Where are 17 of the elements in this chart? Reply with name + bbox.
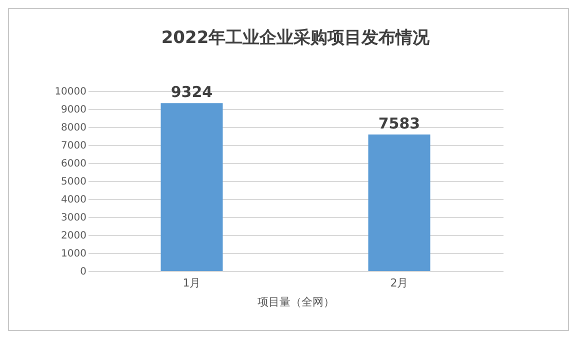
y-tick-label: 9000: [61, 104, 86, 116]
data-label: 7583: [378, 114, 420, 133]
y-tick-label: 1000: [61, 248, 86, 260]
y-tick-label: 5000: [61, 176, 86, 188]
x-tick-label: 2月: [390, 276, 408, 290]
y-tick-label: 8000: [61, 122, 86, 134]
chart-title: 2022年工业企业采购项目发布情况: [161, 28, 431, 48]
x-tick-label: 1月: [182, 276, 201, 290]
y-tick-label: 4000: [61, 194, 86, 206]
data-label: 9324: [170, 83, 213, 102]
y-tick-label: 7000: [61, 140, 86, 152]
y-tick-label: 3000: [61, 212, 86, 224]
x-axis-title: 项目量（全网）: [258, 296, 334, 308]
y-tick-label: 10000: [54, 86, 86, 98]
y-tick-label: 2000: [61, 230, 86, 242]
y-tick-label: 6000: [61, 158, 86, 170]
y-tick-label: 0: [80, 266, 86, 278]
